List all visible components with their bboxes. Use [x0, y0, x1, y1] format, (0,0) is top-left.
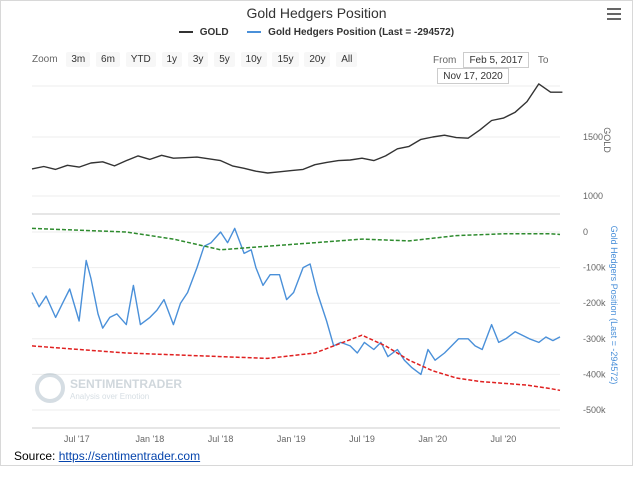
chart-title: Gold Hedgers Position — [246, 5, 387, 21]
watermark-subtitle: Analysis over Emotion — [70, 392, 149, 401]
hedgers-tick-label-5: -500k — [583, 405, 606, 415]
gold-axis-title: GOLD — [602, 127, 612, 153]
legend-item-hedgers[interactable]: Gold Hedgers Position (Last = -294572) — [247, 27, 454, 38]
watermark-gear-icon — [35, 373, 65, 403]
source-link[interactable]: https://sentimentrader.com — [58, 449, 201, 463]
series-layer — [31, 83, 563, 392]
gold-tick-label-0: 1500 — [583, 132, 603, 142]
zoom-6m-button[interactable]: 6m — [96, 52, 120, 67]
legend-swatch-gold — [178, 31, 193, 34]
zoom-15y-button[interactable]: 15y — [272, 52, 299, 67]
zoom-all-button[interactable]: All — [336, 52, 358, 67]
x-tick-label-2: Jul '18 — [208, 434, 234, 444]
zoom-bar: Zoom 3m 6m YTD 1y 3y 5y 10y 15y 20y All — [32, 52, 360, 67]
hedgers-tick-label-1: -100k — [583, 263, 606, 273]
to-label: To — [537, 54, 549, 66]
gold-tick-label-1: 1000 — [583, 191, 603, 201]
x-tick-label-5: Jan '20 — [418, 434, 447, 444]
watermark-logo: SENTIMENTRADER Analysis over Emotion — [35, 373, 182, 403]
zoom-3y-button[interactable]: 3y — [187, 52, 209, 67]
hedgers-tick-label-4: -400k — [583, 369, 606, 379]
gridlines — [32, 85, 560, 429]
watermark-title: SENTIMENTRADER — [70, 377, 182, 391]
x-tick-label-4: Jul '19 — [349, 434, 375, 444]
x-tick-label-0: Jul '17 — [64, 434, 90, 444]
hedgers-tick-label-3: -300k — [583, 334, 606, 344]
zoom-ytd-button[interactable]: YTD — [125, 52, 156, 67]
zoom-3m-button[interactable]: 3m — [66, 52, 91, 67]
hedgers-axis-title: Gold Hedgers Position (Last = -294572) — [609, 226, 619, 385]
x-tick-label-6: Jul '20 — [491, 434, 517, 444]
legend-swatch-hedgers — [247, 31, 262, 34]
series-line-lower-band — [31, 334, 561, 392]
hedgers-tick-label-2: -200k — [583, 298, 606, 308]
legend-item-gold[interactable]: GOLD — [178, 27, 229, 38]
series-line-gold — [31, 83, 563, 174]
legend-label-hedgers: Gold Hedgers Position (Last = -294572) — [268, 27, 455, 38]
axes: Jul '17 Jan '18 Jul '18 Jan '19 Jul '19 Jan '… — [64, 127, 619, 444]
date-range-selector: From To — [433, 52, 633, 84]
hedgers-tick-label-0: 0 — [583, 227, 588, 237]
legend-label-gold: GOLD — [199, 27, 229, 38]
from-label: From — [433, 54, 457, 66]
chart-plot: SENTIMENTRADER Analysis over Emotion Jul… — [31, 83, 619, 444]
x-tick-label-3: Jan '19 — [277, 434, 306, 444]
hamburger-menu-icon[interactable] — [607, 8, 621, 20]
series-line-gold-hedgers-position — [31, 227, 561, 376]
series-line-upper-band — [31, 227, 561, 251]
legend: GOLD Gold Hedgers Position (Last = -2945… — [0, 27, 633, 38]
source-note: Source: https://sentimentrader.com — [14, 449, 200, 463]
to-date-input[interactable] — [437, 68, 509, 84]
zoom-label: Zoom — [32, 54, 58, 65]
zoom-5y-button[interactable]: 5y — [214, 52, 235, 67]
zoom-20y-button[interactable]: 20y — [304, 52, 331, 67]
zoom-1y-button[interactable]: 1y — [161, 52, 183, 67]
x-tick-label-1: Jan '18 — [135, 434, 164, 444]
zoom-10y-button[interactable]: 10y — [240, 52, 267, 67]
source-label: Source: — [14, 449, 56, 463]
